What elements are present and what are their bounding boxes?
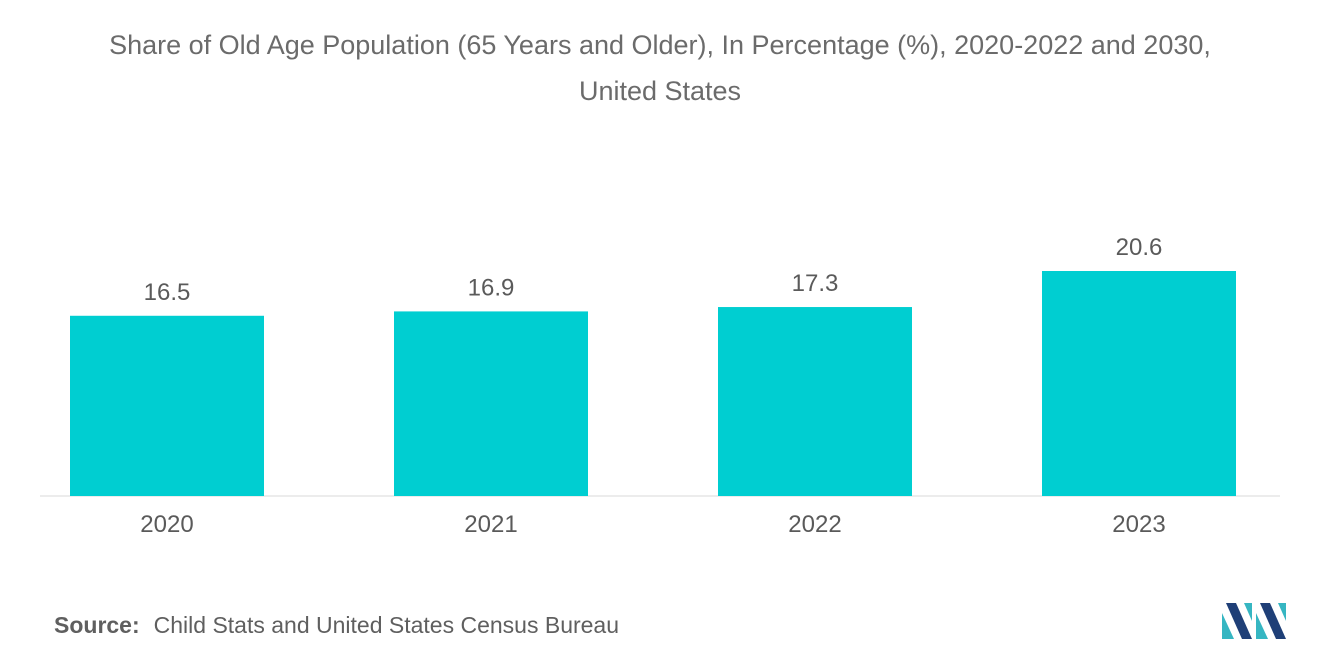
source-note: Source: Child Stats and United States Cen… xyxy=(54,612,619,639)
chart-title-line-1: Share of Old Age Population (65 Years an… xyxy=(109,30,1211,60)
x-tick-label-2023: 2023 xyxy=(1112,511,1165,538)
data-label-2023: 20.6 xyxy=(1116,234,1163,261)
data-label-2022: 17.3 xyxy=(792,270,839,297)
x-tick-label-2020: 2020 xyxy=(140,511,193,538)
source-text: Child Stats and United States Census Bur… xyxy=(153,612,620,638)
bars-group: 16.5 2020 16.9 2021 17.3 2022 20.6 2023 xyxy=(70,234,1236,538)
data-label-2020: 16.5 xyxy=(144,279,191,306)
bar-chart: 16.5 2020 16.9 2021 17.3 2022 20.6 2023 xyxy=(40,234,1280,538)
chart-title: Share of Old Age Population (65 Years an… xyxy=(0,22,1320,114)
source-label: Source: xyxy=(54,612,140,638)
x-tick-label-2022: 2022 xyxy=(788,511,841,538)
bar-2021 xyxy=(394,311,588,496)
data-label-2021: 16.9 xyxy=(468,274,515,301)
bar-2022 xyxy=(718,307,912,496)
bar-2023 xyxy=(1042,271,1236,496)
mordor-logo-icon xyxy=(1222,603,1286,639)
bar-2020 xyxy=(70,315,264,496)
chart-title-line-2: United States xyxy=(578,76,742,106)
x-tick-label-2021: 2021 xyxy=(464,511,517,538)
